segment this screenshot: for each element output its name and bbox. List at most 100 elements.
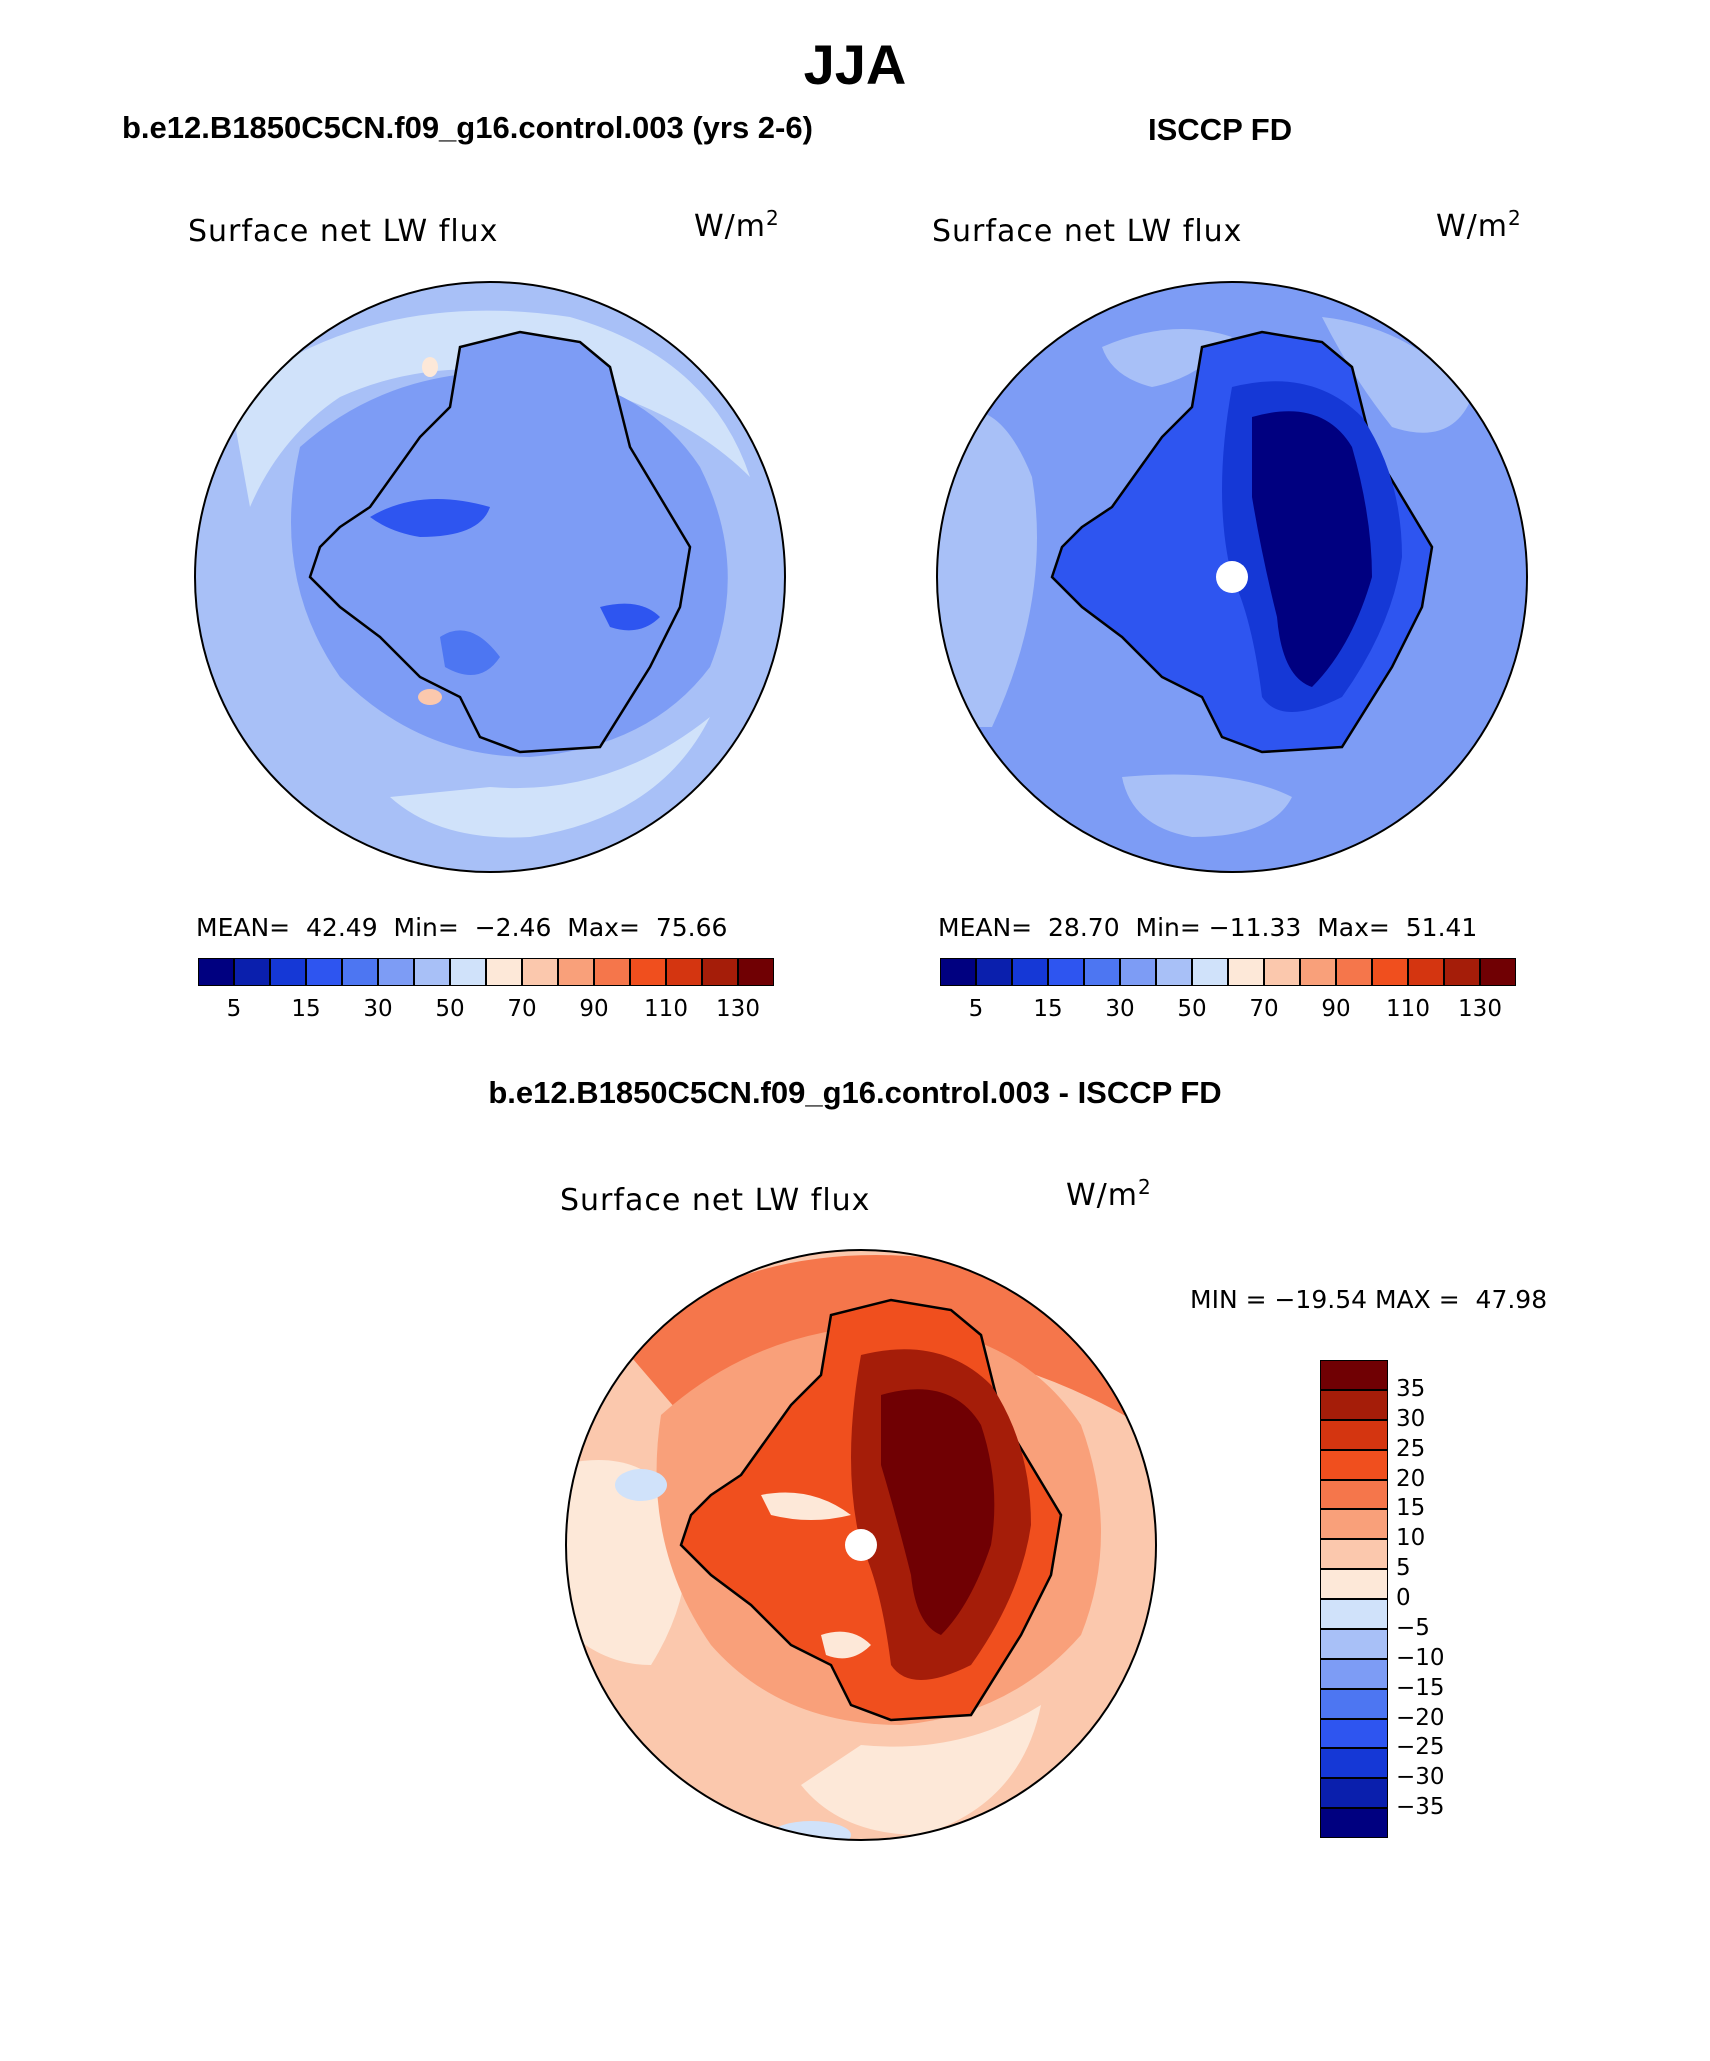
diff-colorbar-ticks: 35 30 25 20 15 10 5 0 −5 −10 −15 −20 −25 −30 −35: [1390, 1360, 1480, 1838]
obs-ocean-light-d: [1102, 329, 1232, 387]
diff-colorbar-tick-label: −10: [1396, 1644, 1445, 1671]
diff-units-label: W/m2: [1066, 1175, 1152, 1213]
obs-units-exp: 2: [1508, 206, 1522, 230]
obs-min-value: −11.33: [1208, 913, 1302, 942]
obs-colorbar-swatch: [1192, 958, 1228, 986]
model-dark-patch: [600, 603, 660, 631]
obs-darkest-core: [1252, 411, 1372, 687]
model-colorbar-tick-label: 130: [716, 996, 760, 1022]
diff-colorbar-swatch: [1320, 1748, 1388, 1779]
model-colorbar-tick-label: 15: [291, 996, 321, 1022]
model-warm-spot: [418, 689, 442, 705]
diff-colorbar-tick-label: 15: [1396, 1495, 1426, 1522]
obs-colorbar-swatch: [940, 958, 976, 986]
model-units-label: W/m2: [694, 206, 780, 244]
obs-title: ISCCP FD: [1148, 112, 1293, 147]
model-colorbar-swatch: [270, 958, 306, 986]
diff-colorbar-swatch: [1320, 1539, 1388, 1570]
model-ocean-light-band: [230, 310, 750, 507]
obs-colorbar-swatch: [1228, 958, 1264, 986]
diff-colorbar-swatch: [1320, 1569, 1388, 1599]
obs-stats: MEAN= 28.70 Min= −11.33 Max= 51.41: [938, 913, 1477, 942]
obs-mean-value: 28.70: [1048, 913, 1120, 942]
obs-colorbar-tick-label: 15: [1033, 996, 1063, 1022]
diff-variable-label: Surface net LW flux: [560, 1183, 871, 1218]
obs-colorbar-tick-label: 5: [968, 996, 984, 1022]
obs-colorbar-swatch: [1264, 958, 1300, 986]
model-colorbar-swatch: [198, 958, 234, 986]
model-colorbar-swatch: [630, 958, 666, 986]
diff-colorbar-swatch: [1320, 1449, 1388, 1480]
obs-map-border: [936, 281, 1528, 873]
model-colorbar-swatch: [486, 958, 522, 986]
diff-colorbar-swatch: [1320, 1389, 1388, 1420]
obs-units-base: W/m: [1436, 209, 1508, 244]
model-colorbar-swatch: [450, 958, 486, 986]
obs-min-label: Min=: [1135, 913, 1201, 942]
model-colorbar-swatch: [342, 958, 378, 986]
obs-colorbar-swatch: [1480, 958, 1516, 986]
model-case-title: b.e12.B1850C5CN.f09_g16.control.003 (yrs…: [122, 110, 813, 145]
obs-colorbar-swatch: [1336, 958, 1372, 986]
diff-colorbar-tick-label: 20: [1396, 1465, 1426, 1492]
model-max-value: 75.66: [655, 913, 728, 942]
obs-colorbar: [940, 958, 1516, 988]
diff-colorbar-swatch: [1320, 1419, 1388, 1450]
obs-max-value: 51.41: [1405, 913, 1478, 942]
model-warm-spot-2: [422, 357, 438, 377]
diff-colorbar-swatch: [1320, 1628, 1388, 1659]
obs-colorbar-tick-label: 70: [1249, 996, 1279, 1022]
diff-colorbar-tick-label: 10: [1396, 1525, 1426, 1552]
obs-units-label: W/m2: [1436, 206, 1522, 244]
obs-colorbar-swatch: [976, 958, 1012, 986]
model-stats: MEAN= 42.49 Min= −2.46 Max= 75.66: [196, 913, 727, 942]
diff-colorbar-swatch: [1320, 1688, 1388, 1719]
obs-mean-label: MEAN=: [938, 913, 1033, 942]
model-polar-map: [194, 281, 786, 873]
model-colorbar-tick-label: 50: [435, 996, 465, 1022]
model-colorbar-tick-label: 110: [644, 996, 688, 1022]
model-colorbar-tick-label: 90: [579, 996, 609, 1022]
obs-colorbar-swatch: [1156, 958, 1192, 986]
obs-colorbar-ticks: 5 15 30 50 70 90 110 130: [940, 996, 1516, 1026]
model-colorbar-swatch: [702, 958, 738, 986]
obs-colorbar-swatch: [1444, 958, 1480, 986]
obs-colorbar-swatch: [1120, 958, 1156, 986]
diff-colorbar-tick-label: −25: [1396, 1734, 1445, 1761]
diff-colorbar-swatch: [1320, 1599, 1388, 1629]
model-mean-value: 42.49: [306, 913, 378, 942]
diff-colorbar-tick-label: −35: [1396, 1794, 1445, 1821]
model-colorbar-swatch: [594, 958, 630, 986]
diff-colorbar-tick-label: 5: [1396, 1555, 1411, 1582]
model-max-label: Max=: [567, 913, 640, 942]
diff-colorbar-swatch: [1320, 1509, 1388, 1540]
obs-polar-map: [936, 281, 1528, 873]
diff-darkest-core: [881, 1389, 995, 1635]
diff-map-border: [565, 1249, 1157, 1841]
model-dark-streak: [370, 499, 490, 537]
obs-colorbar-swatch: [1048, 958, 1084, 986]
obs-colorbar-tick-label: 110: [1386, 996, 1430, 1022]
model-colorbar-swatch: [306, 958, 342, 986]
diff-colorbar-tick-label: −30: [1396, 1764, 1445, 1791]
diff-colorbar-tick-label: 30: [1396, 1405, 1426, 1432]
obs-colorbar-swatch: [1012, 958, 1048, 986]
diff-colorbar: [1320, 1360, 1388, 1838]
obs-ocean-light-a: [937, 410, 1037, 727]
model-colorbar-swatch: [558, 958, 594, 986]
obs-variable-label: Surface net LW flux: [932, 214, 1243, 249]
obs-colorbar-tick-label: 50: [1177, 996, 1207, 1022]
diff-colorbar-swatch: [1320, 1778, 1388, 1809]
obs-colorbar-swatch: [1084, 958, 1120, 986]
model-colorbar-tick-label: 30: [363, 996, 393, 1022]
model-units-base: W/m: [694, 209, 766, 244]
obs-colorbar-tick-label: 130: [1458, 996, 1502, 1022]
diff-colorbar-swatch: [1320, 1479, 1388, 1510]
model-map-border: [194, 281, 786, 873]
obs-colorbar-tick-label: 30: [1105, 996, 1135, 1022]
obs-colorbar-tick-label: 90: [1321, 996, 1351, 1022]
diff-pole-hole: [845, 1529, 877, 1561]
obs-pole-hole: [1216, 561, 1248, 593]
diff-units-exp: 2: [1138, 1175, 1152, 1199]
model-colorbar-ticks: 5 15 30 50 70 90 110 130: [198, 996, 774, 1026]
